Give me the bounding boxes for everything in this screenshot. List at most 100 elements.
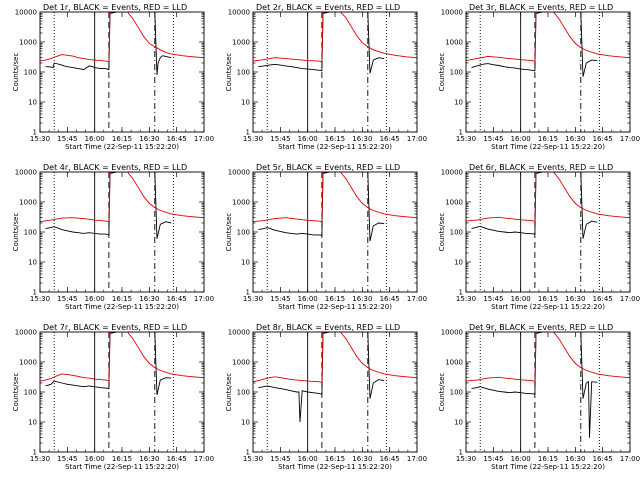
ytick-label: 100: [237, 389, 250, 397]
xtick-label: 15:45: [483, 295, 503, 303]
xtick-label: 15:30: [30, 135, 50, 143]
y-axis-label: Counts/sec: [12, 213, 20, 252]
ytick-label: 10000: [441, 9, 463, 17]
chart-panel-7: 1 10 100 1000 10000 15:30 15:45 16:00 16:15 16:30…: [12, 323, 214, 471]
y-axis-label: Counts/sec: [225, 373, 233, 412]
xtick-label: 16:00: [298, 295, 318, 303]
xtick-label: 16:00: [85, 135, 105, 143]
chart-panel-9: 1 10 100 1000 10000 15:30 15:45 16:00 16:15 16:30…: [438, 323, 640, 471]
xtick-label: 15:30: [243, 135, 263, 143]
x-axis-label: Start Time (22-Sep-11 15:22:20): [65, 143, 179, 151]
series-events: [258, 12, 385, 74]
chart-title: Det 8r, BLACK = Events, RED = LLD: [256, 323, 400, 332]
series-lld: [253, 12, 417, 63]
ytick-label: 1: [33, 449, 37, 457]
ytick-label: 10000: [441, 169, 463, 177]
xtick-label: 16:45: [380, 135, 400, 143]
ytick-label: 100: [24, 69, 37, 77]
series-events: [45, 172, 172, 239]
xtick-label: 16:45: [380, 455, 400, 463]
x-axis-label: Start Time (22-Sep-11 15:22:20): [491, 303, 605, 311]
xtick-label: 15:45: [270, 295, 290, 303]
xtick-label: 16:15: [112, 455, 132, 463]
series-lld: [466, 172, 630, 222]
xtick-label: 15:45: [270, 455, 290, 463]
chart-panel-8: 1 10 100 1000 10000 15:30 15:45 16:00 16:15 16:30…: [225, 323, 427, 471]
ytick-label: 10: [454, 259, 463, 267]
series-lld: [40, 12, 204, 63]
series-lld: [466, 332, 630, 382]
chart-title: Det 5r, BLACK = Events, RED = LLD: [256, 163, 400, 172]
series-events: [471, 172, 598, 239]
xtick-label: 16:30: [565, 135, 585, 143]
chart-title: Det 1r, BLACK = Events, RED = LLD: [43, 3, 187, 12]
xtick-label: 16:45: [167, 455, 187, 463]
ytick-label: 10000: [441, 329, 463, 337]
xtick-label: 16:30: [352, 135, 372, 143]
xtick-label: 15:30: [456, 295, 476, 303]
y-axis-label: Counts/sec: [438, 373, 446, 412]
y-axis-label: Counts/sec: [12, 373, 20, 412]
chart-title: Det 6r, BLACK = Events, RED = LLD: [469, 163, 613, 172]
ytick-label: 10: [241, 259, 250, 267]
y-axis-label: Counts/sec: [438, 53, 446, 92]
xtick-label: 16:15: [538, 455, 558, 463]
series-lld: [466, 12, 630, 62]
xtick-label: 17:00: [620, 295, 640, 303]
ytick-label: 1000: [19, 199, 37, 207]
xtick-label: 17:00: [194, 135, 214, 143]
ytick-label: 10: [241, 419, 250, 427]
xtick-label: 17:00: [407, 455, 427, 463]
ytick-label: 1000: [445, 199, 463, 207]
ytick-label: 1: [246, 449, 250, 457]
ytick-label: 1: [459, 129, 463, 137]
ytick-label: 1000: [445, 39, 463, 47]
xtick-label: 17:00: [194, 455, 214, 463]
ytick-label: 1000: [19, 359, 37, 367]
xtick-label: 15:30: [30, 455, 50, 463]
xtick-label: 16:30: [139, 135, 159, 143]
ytick-label: 1000: [19, 39, 37, 47]
plot-frame: [252, 171, 418, 293]
xtick-label: 16:15: [112, 295, 132, 303]
chart-title: Det 4r, BLACK = Events, RED = LLD: [43, 163, 187, 172]
chart-panel-6: 1 10 100 1000 10000 15:30 15:45 16:00 16:15 16:30…: [438, 163, 640, 311]
xtick-label: 15:30: [243, 455, 263, 463]
xtick-label: 15:45: [57, 455, 77, 463]
xtick-label: 16:45: [167, 295, 187, 303]
chart-panel-4: 1 10 100 1000 10000 15:30 15:45 16:00 16:15 16:30…: [12, 163, 214, 311]
plot-frame: [465, 171, 631, 293]
plot-frame: [252, 11, 418, 133]
ytick-label: 1000: [232, 199, 250, 207]
chart-title: Det 9r, BLACK = Events, RED = LLD: [469, 323, 613, 332]
ytick-label: 10000: [15, 9, 37, 17]
xtick-label: 16:15: [325, 295, 345, 303]
y-axis-label: Counts/sec: [438, 213, 446, 252]
chart-panel-2: 1 10 100 1000 10000 15:30 15:45 16:00 16:15 16:30…: [225, 3, 427, 151]
x-axis-label: Start Time (22-Sep-11 15:22:20): [65, 463, 179, 471]
xtick-label: 15:45: [57, 135, 77, 143]
xtick-label: 16:15: [112, 135, 132, 143]
xtick-label: 16:45: [167, 135, 187, 143]
ytick-label: 1: [33, 289, 37, 297]
ytick-label: 10: [28, 99, 37, 107]
ytick-label: 10000: [228, 9, 250, 17]
series-events: [471, 12, 598, 77]
xtick-label: 15:30: [243, 295, 263, 303]
y-axis-label: Counts/sec: [12, 53, 20, 92]
y-axis-label: Counts/sec: [225, 53, 233, 92]
xtick-label: 15:45: [483, 455, 503, 463]
plot-frame: [465, 331, 631, 453]
ytick-label: 10: [454, 419, 463, 427]
xtick-label: 17:00: [194, 295, 214, 303]
chart-panel-1: 1 10 100 1000 10000 15:30 15:45 16:00 16:15 16:30…: [12, 3, 214, 151]
series-events: [45, 12, 172, 75]
xtick-label: 16:30: [352, 455, 372, 463]
series-lld: [40, 172, 204, 223]
ytick-label: 100: [24, 229, 37, 237]
x-axis-label: Start Time (22-Sep-11 15:22:20): [65, 303, 179, 311]
ytick-label: 10000: [228, 169, 250, 177]
ytick-label: 1: [246, 129, 250, 137]
xtick-label: 16:00: [85, 295, 105, 303]
